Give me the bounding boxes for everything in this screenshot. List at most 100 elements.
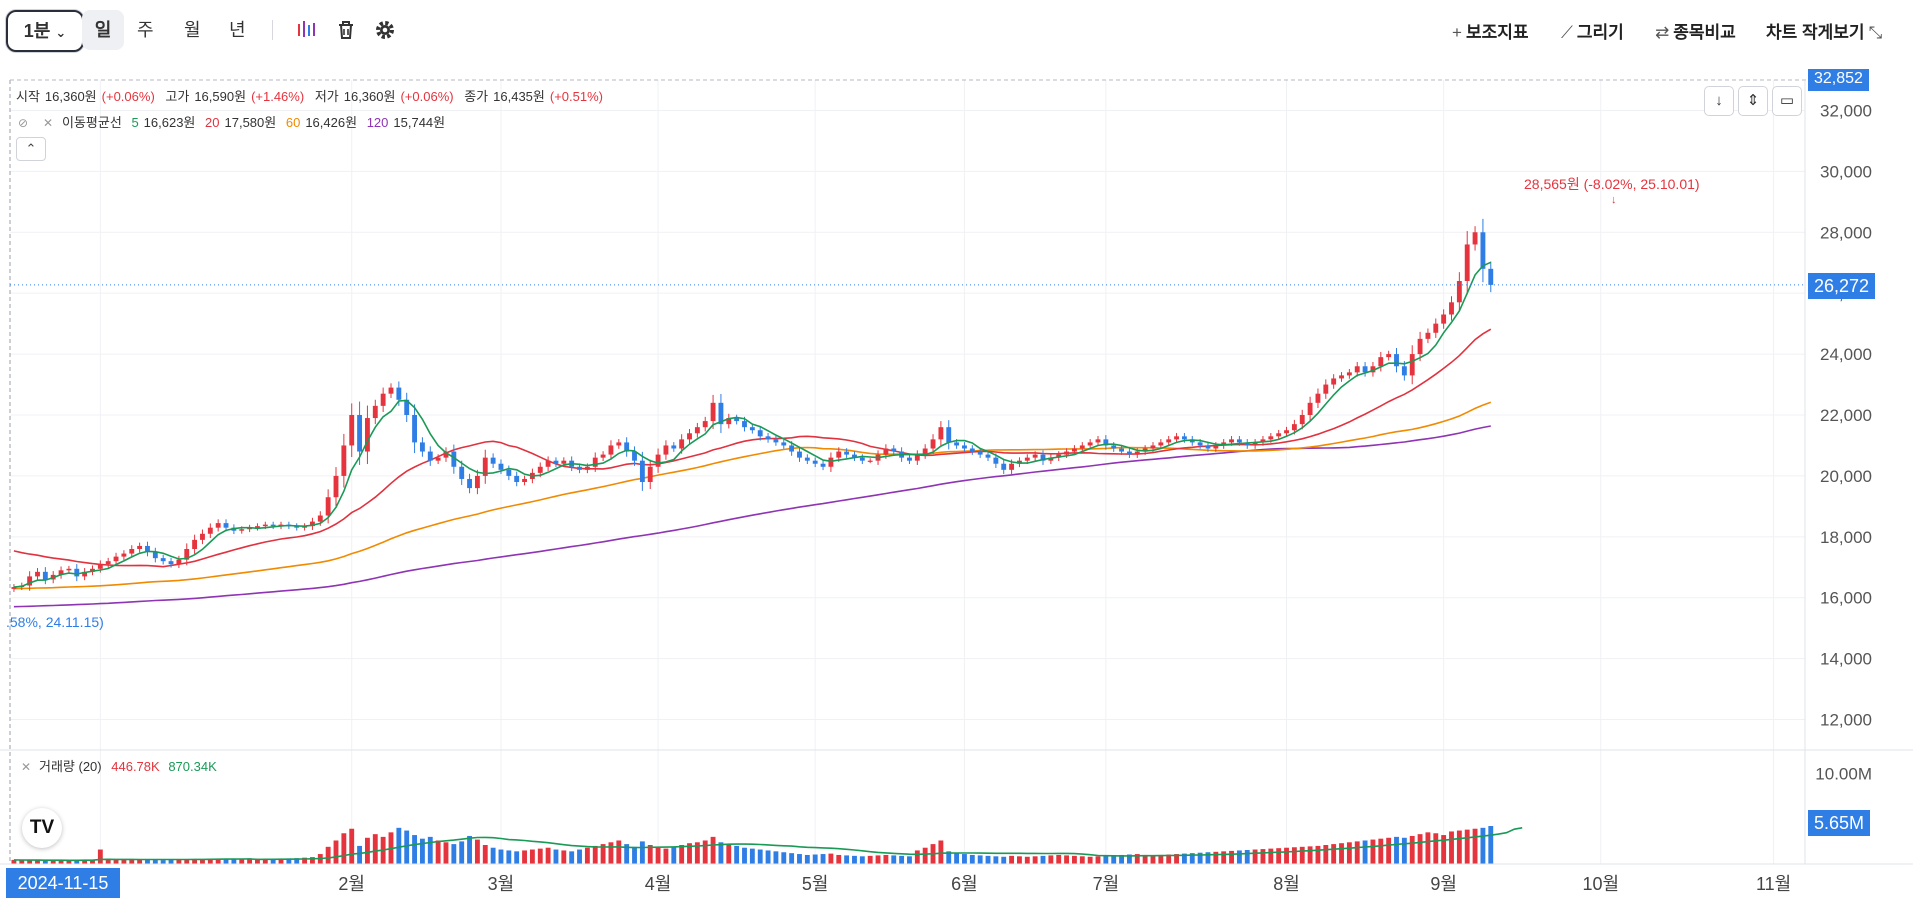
volume-bar [1221, 851, 1227, 864]
volume-bar [1362, 840, 1368, 864]
volume-bar [1244, 849, 1250, 864]
volume-bar [718, 842, 724, 864]
scroll-down-button[interactable]: ↓ [1704, 86, 1734, 116]
volume-bar [498, 849, 504, 864]
volume-bar [1323, 845, 1329, 864]
shrink-chart-button[interactable]: 차트 작게보기 ⤡ [1766, 23, 1883, 42]
volume-bar [1488, 826, 1494, 864]
add-indicator-button[interactable]: + 보조지표 [1452, 23, 1529, 42]
candle-body [1401, 366, 1407, 376]
candle-body [1480, 232, 1486, 269]
volume-bar [671, 846, 677, 864]
candle-body [1268, 436, 1274, 440]
candle-body [561, 460, 567, 464]
maximize-pane-button[interactable]: ▭ [1772, 86, 1802, 116]
volume-bar [954, 853, 960, 864]
candle-body [1048, 457, 1054, 461]
volume-bar [946, 851, 952, 864]
volume-bar [1472, 828, 1478, 864]
candle-body [922, 448, 928, 455]
volume-bar [1291, 847, 1297, 864]
candle-body [1071, 448, 1077, 452]
volume-bar [1158, 854, 1164, 864]
volume-bar [1417, 834, 1423, 864]
candle-body [412, 415, 417, 443]
volume-bar [1095, 856, 1101, 864]
candle-body [867, 460, 873, 462]
volume-bar [1252, 849, 1258, 864]
volume-bar [1103, 855, 1109, 864]
candle-body [1111, 445, 1117, 449]
candle-body [1166, 439, 1172, 443]
collapse-pane-button[interactable]: ⇕ [1738, 86, 1768, 116]
gear-icon[interactable] [373, 18, 397, 42]
candle-body [954, 442, 960, 446]
time-tick-label: 4월 [645, 874, 672, 894]
tradingview-logo[interactable]: TV [22, 808, 62, 848]
candle-body [804, 457, 810, 461]
candle-body [90, 568, 95, 572]
volume-bar [137, 859, 143, 864]
draw-button[interactable]: ⟋ 그리기 [1561, 23, 1624, 42]
price-tick-label: 16,000 [1820, 589, 1872, 608]
close-icon[interactable]: ✕ [43, 116, 53, 130]
candle-body [1032, 454, 1038, 458]
candle-body [1425, 332, 1431, 339]
tab-year[interactable]: 년 [229, 20, 246, 40]
volume-bar [231, 858, 237, 864]
volume-bar [404, 830, 410, 864]
volume-bar [152, 860, 158, 864]
tab-day[interactable]: 일 [82, 10, 124, 50]
candle-body [168, 561, 174, 565]
volume-bar [239, 858, 245, 864]
candle-body [702, 421, 708, 428]
volume-bar [1048, 855, 1054, 864]
candle-body [726, 418, 732, 425]
volume-bar [867, 855, 873, 864]
ma5-path [13, 261, 1492, 588]
candle-body [993, 457, 999, 464]
volume-bar [1111, 855, 1117, 864]
collapse-icon: ⇕ [1746, 92, 1760, 109]
candle-body [341, 445, 347, 476]
candle-body [317, 515, 323, 522]
volume-bar [875, 855, 881, 864]
volume-bar [1056, 854, 1062, 864]
volume-bar [1480, 827, 1486, 864]
volume-bar [820, 854, 826, 864]
candle-body [467, 478, 472, 489]
volume-close-icon[interactable]: ✕ [21, 760, 31, 774]
volume-bar [255, 858, 260, 864]
volume-bar [1017, 856, 1022, 864]
candle-body [1370, 366, 1376, 373]
volume-bar [1260, 849, 1266, 864]
compare-button[interactable]: ⇄ 종목비교 [1655, 23, 1736, 42]
volume-bar [467, 835, 472, 864]
tab-month[interactable]: 월 [184, 20, 201, 40]
candle-body [105, 561, 111, 565]
trash-icon[interactable] [334, 18, 358, 42]
candle-body [616, 442, 622, 446]
candle-body [1291, 424, 1297, 431]
volume-bar [899, 855, 905, 864]
candle-body [357, 415, 363, 452]
volume-bar [639, 841, 645, 864]
volume-bar [710, 836, 716, 864]
volume-bar [1024, 856, 1030, 864]
volume-bar [537, 848, 543, 864]
volume-bar [969, 854, 975, 864]
candle-body [490, 457, 496, 464]
volume-bar [1370, 839, 1376, 864]
volume-bar [1119, 854, 1124, 864]
tab-week[interactable]: 주 [137, 20, 154, 40]
candle-bars-icon[interactable] [294, 18, 318, 42]
eye-slash-icon[interactable]: ⊘ [18, 116, 28, 130]
candle-body [349, 415, 355, 446]
legend-collapse-button[interactable]: ⌃ [16, 137, 46, 161]
interval-dropdown[interactable]: 1분 ⌄ [6, 10, 84, 52]
volume-bar [357, 845, 363, 864]
candle-body [498, 463, 504, 470]
volume-bar [616, 840, 622, 864]
volume-bar [1142, 854, 1148, 864]
